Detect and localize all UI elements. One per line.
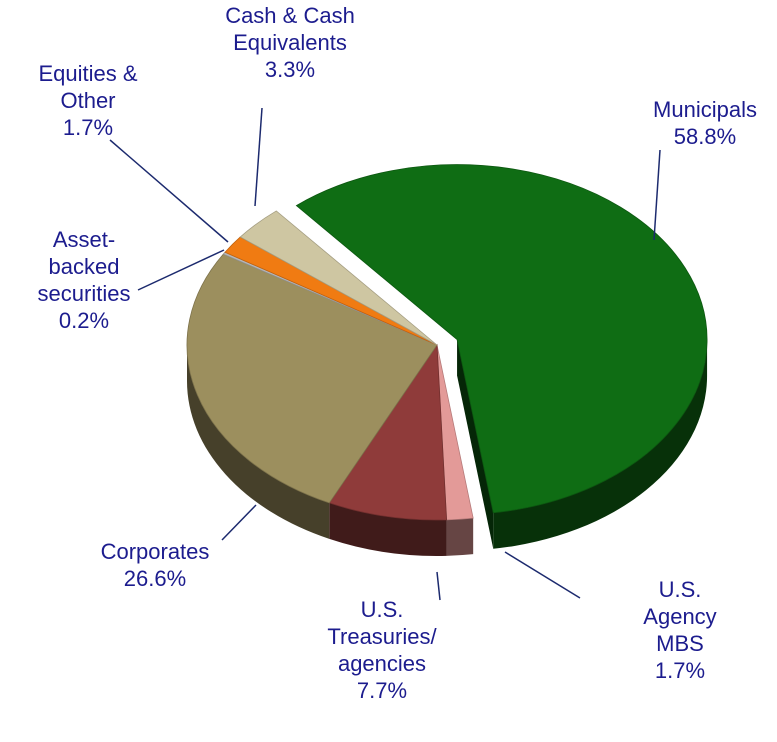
category-label: U.S. Agency MBS [643, 577, 717, 656]
value-label: 0.2% [58, 308, 110, 333]
data-label: U.S. Treasuries/ agencies 7.7% [327, 596, 436, 704]
leader-line [137, 249, 225, 291]
category-label: Asset- backed securities [37, 227, 131, 306]
category-label: Municipals [653, 97, 757, 122]
pie-slice [186, 253, 438, 504]
category-label: U.S. Treasuries/ agencies [327, 597, 437, 676]
pie-slice [328, 343, 448, 521]
leader-line [221, 504, 257, 541]
data-label: Asset- backed securities 0.2% [38, 226, 131, 334]
value-label: 1.7% [62, 115, 114, 140]
value-label: 58.8% [673, 124, 737, 149]
leader-line [504, 551, 581, 599]
leader-line [109, 139, 229, 243]
leader-line [653, 149, 661, 241]
value-label: 26.6% [123, 566, 187, 591]
slice-wall [457, 339, 494, 549]
value-label: 3.3% [264, 57, 316, 82]
category-label: Equities & Other [38, 61, 138, 113]
category-label: Cash & Cash Equivalents [225, 3, 355, 55]
data-label: Cash & Cash Equivalents 3.3% [225, 2, 355, 83]
data-label: U.S. Agency MBS 1.7% [632, 576, 729, 684]
data-label: Municipals 58.8% [653, 96, 757, 150]
slice-side [329, 502, 447, 556]
value-label: 1.7% [654, 658, 706, 683]
slice-side [446, 518, 474, 556]
leader-line [254, 107, 263, 207]
value-label: 7.7% [356, 678, 408, 703]
data-label: Corporates 26.6% [101, 538, 210, 592]
category-label: Corporates [100, 539, 210, 564]
pie-slice [239, 210, 438, 346]
leader-line [436, 571, 441, 601]
data-label: Equities & Other 1.7% [38, 60, 137, 141]
slice-side [493, 339, 708, 549]
pie-slice [295, 164, 708, 514]
slice-side [187, 345, 330, 539]
